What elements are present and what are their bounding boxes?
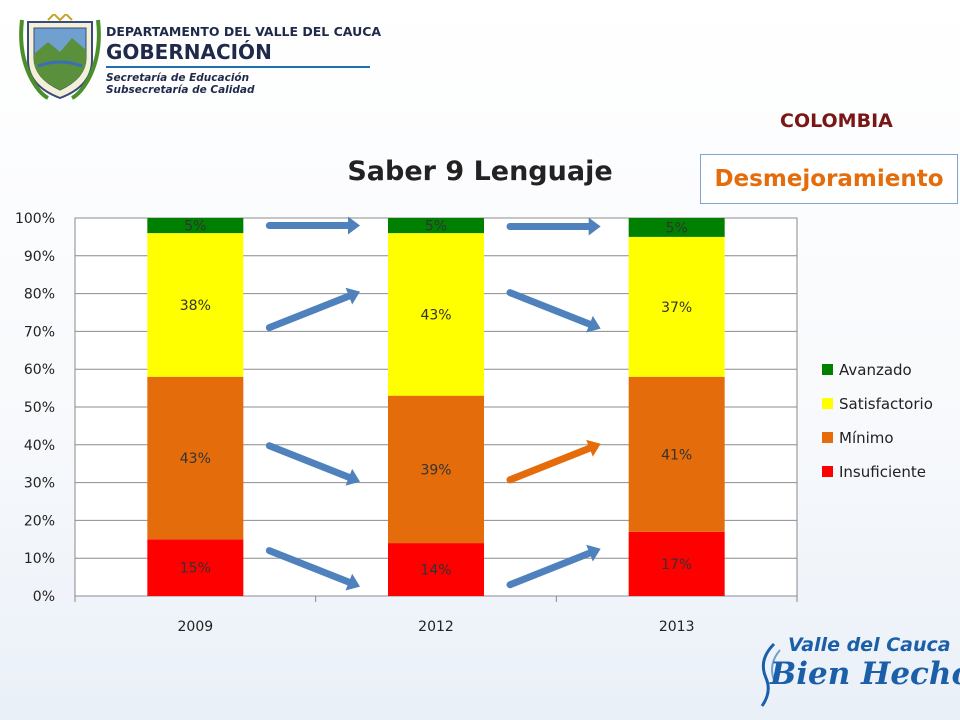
y-tick-label: 60% — [24, 362, 55, 378]
footer-logo-line2: Bien Hecho! — [770, 656, 960, 692]
y-tick-label: 100% — [15, 211, 55, 227]
footer-logo-line1: Valle del Cauca — [788, 634, 951, 656]
bar-segment — [388, 233, 484, 396]
y-tick-label: 40% — [24, 438, 55, 454]
bar-segment — [147, 218, 244, 234]
trend-badge: Desmejoramiento — [700, 154, 958, 204]
legend-label: Avanzado — [839, 361, 912, 379]
header-logo-block: DEPARTAMENTO DEL VALLE DEL CAUCA GOBERNA… — [18, 14, 382, 104]
trend-arrowhead — [345, 468, 360, 486]
y-tick-label: 20% — [24, 513, 55, 529]
data-label: 37% — [661, 300, 692, 316]
data-label: 38% — [180, 298, 211, 314]
trend-arrowhead — [345, 573, 360, 591]
data-label: 5% — [425, 219, 447, 235]
swoosh-icon — [760, 642, 781, 707]
data-label: 5% — [666, 220, 688, 236]
y-tick-label: 80% — [24, 287, 55, 303]
trend-arrowhead — [348, 216, 360, 235]
trend-arrowhead — [586, 439, 601, 457]
trend-arrowhead — [345, 287, 360, 305]
legend-label: Mínimo — [839, 429, 894, 447]
bar-segment — [628, 218, 725, 237]
stacked-bar-chart: 0% 10% 20% 30% 40% 50% 60% 70% 80% 90% 100% 15% 43% 3… — [15, 211, 933, 635]
org-government: GOBERNACIÓN — [106, 40, 272, 64]
coat-of-arms-icon — [19, 14, 101, 100]
bar-segment — [628, 236, 725, 377]
data-label: 39% — [420, 462, 451, 478]
y-tick-label: 0% — [33, 589, 55, 605]
data-label: 41% — [661, 447, 692, 463]
bar-segment — [388, 218, 484, 234]
data-label: 17% — [661, 557, 692, 573]
data-label: 15% — [180, 561, 211, 577]
legend-swatch — [822, 466, 833, 477]
trend-arrowhead — [588, 217, 601, 236]
bar-segment — [147, 376, 244, 540]
trend-arrow — [506, 289, 594, 328]
org-subsecretariat: Subsecretaría de Calidad — [106, 84, 255, 96]
bar-segment — [628, 531, 725, 596]
data-label: 5% — [184, 219, 206, 235]
trend-arrow — [265, 547, 353, 586]
bar-segment — [388, 543, 484, 596]
chart-title: Saber 9 Lenguaje — [347, 156, 613, 187]
x-tick-label: 2012 — [418, 619, 454, 635]
country-label: COLOMBIA — [780, 110, 893, 132]
y-tick-label: 30% — [24, 476, 55, 492]
footer-logo: Valle del Cauca Bien Hecho! — [756, 626, 960, 720]
bar-segment — [147, 233, 244, 377]
data-label: 43% — [420, 307, 451, 323]
trend-arrow — [265, 442, 353, 481]
x-tick-label: 2013 — [659, 619, 695, 635]
legend-label: Satisfactorio — [839, 395, 933, 413]
y-tick-label: 90% — [24, 249, 55, 265]
trend-arrow — [506, 444, 594, 484]
legend-swatch — [822, 398, 833, 409]
org-secretariat: Secretaría de Educación — [106, 72, 250, 84]
data-label: 43% — [180, 451, 211, 467]
y-tick-label: 50% — [24, 400, 55, 416]
bar-segment — [628, 376, 725, 532]
legend-swatch — [822, 364, 833, 375]
trend-arrowhead — [586, 544, 601, 562]
legend-label: Insuficiente — [839, 463, 926, 481]
data-label: 14% — [420, 563, 451, 579]
header-divider — [106, 66, 370, 68]
bar-segment — [147, 539, 244, 596]
y-tick-label: 10% — [24, 551, 55, 567]
y-tick-label: 70% — [24, 324, 55, 340]
trend-arrow — [506, 549, 594, 589]
org-department: DEPARTAMENTO DEL VALLE DEL CAUCA — [106, 24, 382, 39]
trend-arrow — [265, 292, 353, 332]
legend-swatch — [822, 432, 833, 443]
x-tick-label: 2009 — [178, 619, 214, 635]
bar-segment — [388, 395, 484, 544]
trend-arrowhead — [586, 315, 601, 333]
